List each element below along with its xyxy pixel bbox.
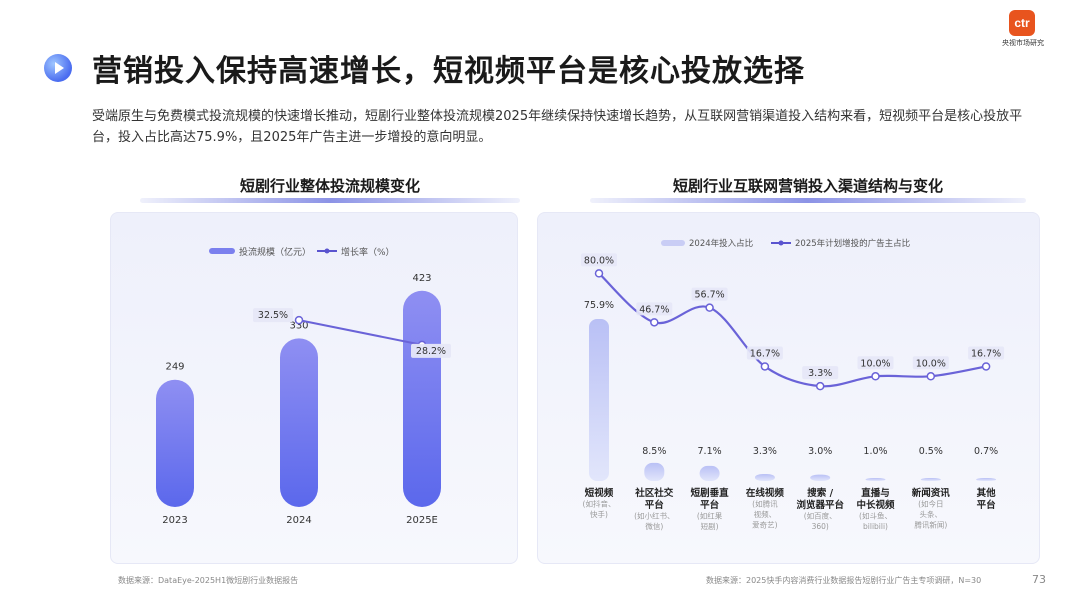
planned-increase-label: 3.3%: [808, 368, 832, 379]
planned-increase-point: [983, 363, 990, 370]
bar-value-label: 3.3%: [753, 446, 777, 457]
right-chart-panel: 2024年投入占比 2025年计划增投的广告主占比 75.9% 短视频 (如抖音、 快手)…: [537, 212, 1040, 564]
bar-value-label: 3.0%: [808, 446, 832, 457]
x-category-example: (如抖音、: [583, 499, 616, 509]
x-category-example: 腾讯新闻): [914, 520, 947, 530]
ctr-logo: ctr 央视市场研究: [1002, 10, 1062, 50]
planned-increase-point: [872, 373, 879, 380]
planned-increase-label: 80.0%: [584, 255, 614, 266]
bar-channel-7: [976, 478, 996, 481]
bar-2024: [280, 338, 318, 507]
x-category-label-line2: 平台: [645, 499, 665, 511]
left-title-underline: [140, 198, 520, 203]
legend-label-line: 2025年计划增投的广告主占比: [795, 238, 910, 249]
x-category-example: (如小红书、: [634, 511, 674, 521]
right-chart-title: 短剧行业互联网营销投入渠道结构与变化: [590, 175, 1026, 196]
right-title-underline: [590, 198, 1026, 203]
bar-channel-1: [644, 463, 664, 481]
x-tick-label: 2024: [286, 515, 311, 526]
volume-chart: 投流规模（亿元） 增长率（%） 249 2023 330 2024 423 2025E 32.5…: [111, 213, 519, 565]
right-source-note: 数据来源：2025快手内容消费行业数据报告短剧行业广告主专项调研，N=30: [706, 575, 981, 586]
bar-2023: [156, 380, 194, 507]
left-chart-title: 短剧行业整体投流规模变化: [140, 175, 520, 196]
x-category-example: 头条、: [920, 509, 943, 519]
planned-increase-point: [817, 383, 824, 390]
planned-increase-label: 56.7%: [695, 290, 725, 301]
legend-label-bar: 投流规模（亿元）: [239, 246, 311, 258]
x-category-label: 其他: [977, 487, 997, 499]
page-description: 受端原生与免费模式投流规模的快速增长推动，短剧行业整体投流规模2025年继续保持…: [92, 106, 1042, 148]
bar-channel-5: [866, 478, 886, 481]
x-category-example: 爱奇艺): [752, 520, 777, 530]
bar-channel-6: [921, 478, 941, 481]
x-category-example: 微信): [645, 521, 663, 531]
x-category-label: 短视频: [585, 487, 614, 499]
play-icon: [44, 54, 72, 82]
bar-channel-2: [700, 466, 720, 481]
x-category-label-line2: 平台: [700, 499, 720, 511]
planned-increase-point: [706, 304, 713, 311]
bar-2025E: [403, 291, 441, 507]
legend-label-bar: 2024年投入占比: [689, 238, 753, 249]
bar-channel-4: [810, 475, 830, 481]
x-category-example: (如红果: [697, 511, 723, 521]
bar-channel-3: [755, 474, 775, 481]
logo-mark: ctr: [1009, 10, 1035, 36]
legend-marker-line: [325, 249, 330, 254]
bar-channel-0: [589, 319, 609, 481]
bar-value-label: 7.1%: [698, 446, 722, 457]
x-category-label: 短剧垂直: [691, 487, 730, 499]
x-category-example: (如百度、: [804, 511, 837, 521]
bar-value-label: 1.0%: [863, 446, 887, 457]
planned-increase-point: [761, 363, 768, 370]
planned-increase-point: [596, 270, 603, 277]
x-category-example: 360): [812, 522, 829, 531]
logo-text: 央视市场研究: [1002, 38, 1044, 48]
bar-value-label: 0.7%: [974, 446, 998, 457]
x-tick-label: 2023: [162, 515, 187, 526]
channel-chart: 2024年投入占比 2025年计划增投的广告主占比 75.9% 短视频(如抖音、快手)…: [538, 213, 1041, 565]
legend-swatch-bar: [661, 240, 685, 246]
bar-value-label: 423: [412, 273, 431, 284]
x-category-example: (如腾讯: [752, 499, 778, 509]
growth-rate-point: [296, 317, 303, 324]
x-category-example: 快手): [590, 509, 608, 519]
bar-value-label: 75.9%: [584, 300, 614, 311]
planned-increase-line: [599, 273, 986, 386]
page-number: 73: [1032, 573, 1046, 586]
x-category-label: 社区社交: [634, 487, 674, 499]
x-category-example: (如今日: [918, 499, 943, 509]
bar-value-label: 0.5%: [919, 446, 943, 457]
legend-marker-line: [779, 241, 784, 246]
x-category-example: 短剧): [701, 521, 719, 531]
page-title: 营销投入保持高速增长，短视频平台是核心投放选择: [92, 46, 805, 90]
x-category-example: (如斗鱼、: [859, 511, 892, 521]
x-category-label: 新闻资讯: [912, 487, 951, 499]
x-category-label-line2: 中长视频: [856, 499, 895, 511]
bar-value-label: 8.5%: [642, 446, 666, 457]
x-category-label: 搜索 /: [807, 487, 833, 499]
planned-increase-point: [651, 319, 658, 326]
left-source-note: 数据来源：DataEye-2025H1微短剧行业数据报告: [118, 575, 298, 586]
planned-increase-label: 10.0%: [916, 358, 946, 369]
growth-rate-label: 32.5%: [258, 310, 288, 321]
growth-rate-label: 28.2%: [416, 346, 446, 357]
planned-increase-label: 16.7%: [971, 348, 1001, 359]
planned-increase-point: [927, 373, 934, 380]
x-category-label-line2: 浏览器平台: [796, 499, 844, 511]
x-tick-label: 2025E: [406, 515, 438, 526]
bar-value-label: 249: [165, 362, 184, 373]
x-category-label: 在线视频: [746, 487, 785, 499]
planned-increase-label: 16.7%: [750, 348, 780, 359]
planned-increase-label: 46.7%: [639, 304, 669, 315]
x-category-example: 视频、: [754, 509, 777, 519]
planned-increase-label: 10.0%: [860, 358, 890, 369]
x-category-label-line2: 平台: [977, 499, 997, 511]
left-chart-panel: 投流规模（亿元） 增长率（%） 249 2023 330 2024 423 2025E 32.5…: [110, 212, 518, 564]
x-category-label: 直播与: [861, 487, 890, 499]
x-category-example: bilibili): [863, 522, 888, 531]
legend-swatch-bar: [209, 248, 235, 254]
legend-label-line: 增长率（%）: [341, 246, 395, 258]
